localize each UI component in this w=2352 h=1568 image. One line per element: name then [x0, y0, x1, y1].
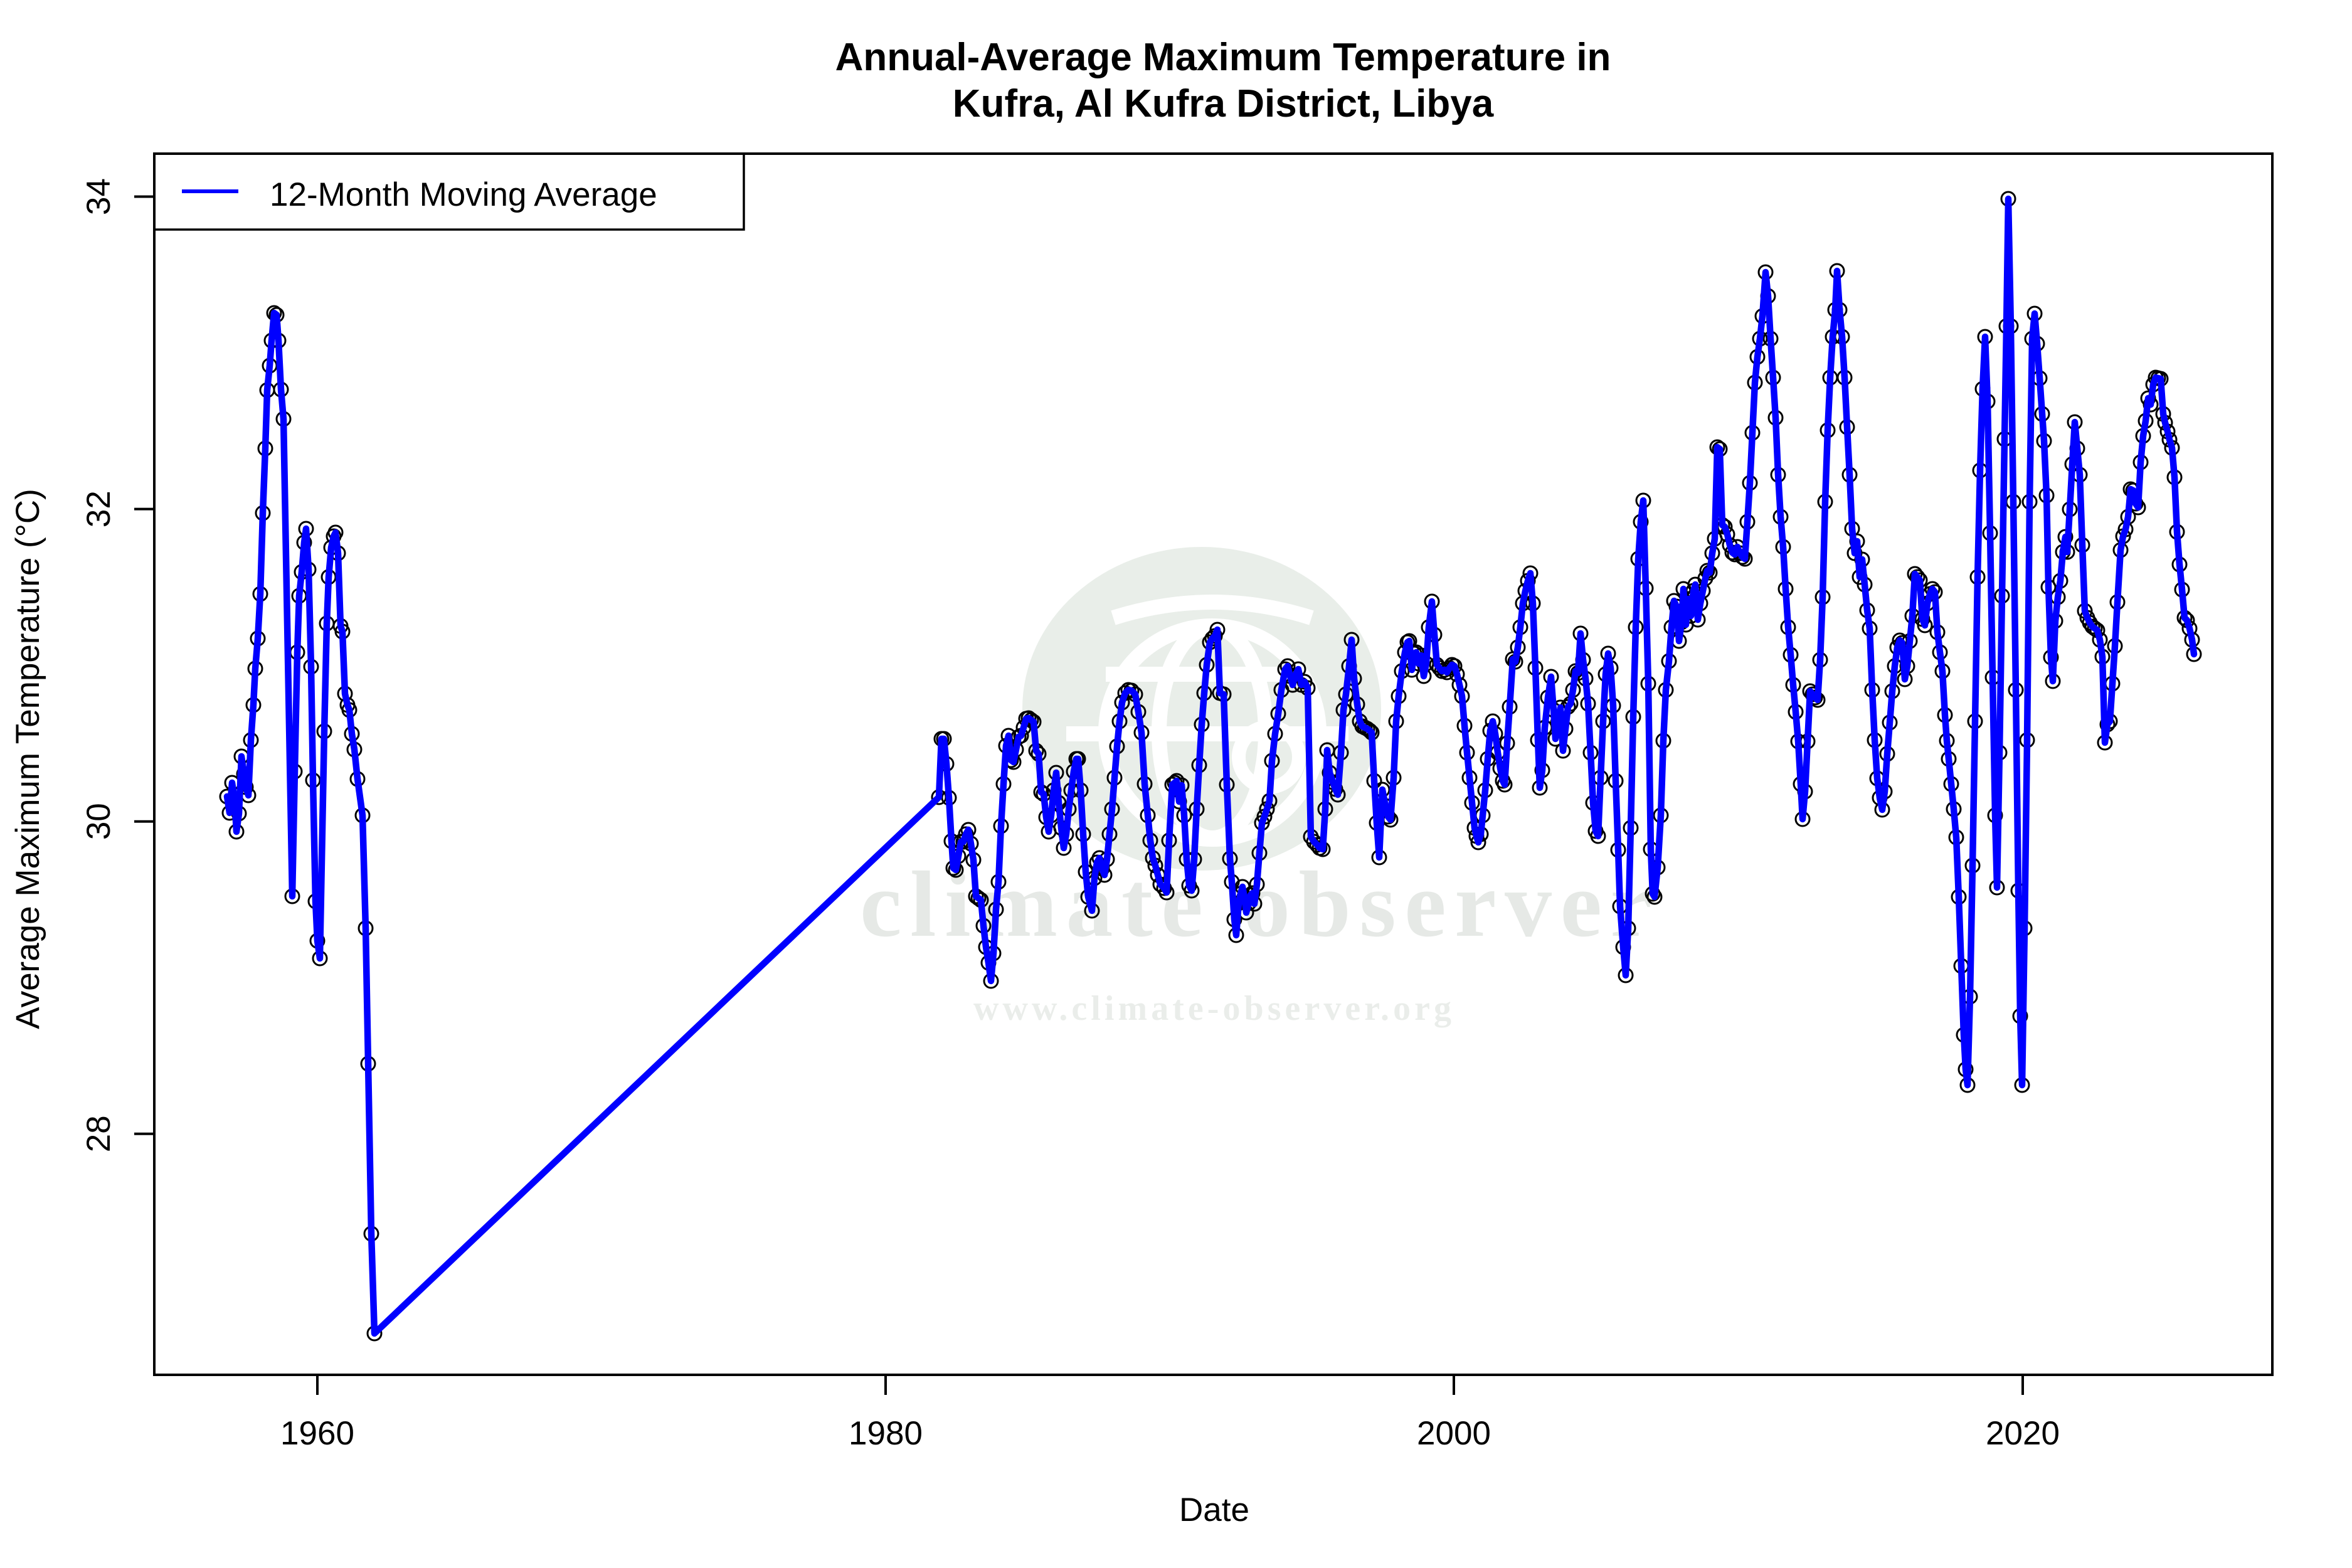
- svg-text:30: 30: [80, 803, 117, 840]
- svg-text:Average Maximum Temperature (°: Average Maximum Temperature (°C): [9, 489, 46, 1029]
- svg-text:2000: 2000: [1417, 1415, 1491, 1452]
- svg-text:1960: 1960: [280, 1415, 354, 1452]
- svg-text:34: 34: [80, 178, 117, 215]
- svg-text:Annual-Average Maximum Tempera: Annual-Average Maximum Temperature in: [835, 36, 1611, 79]
- svg-text:28: 28: [80, 1115, 117, 1152]
- svg-text:12-Month Moving Average: 12-Month Moving Average: [270, 176, 657, 213]
- svg-text:32: 32: [80, 490, 117, 527]
- svg-text:Date: Date: [1179, 1491, 1249, 1528]
- svg-text:1980: 1980: [849, 1415, 923, 1452]
- svg-text:2020: 2020: [1986, 1415, 2060, 1452]
- svg-text:www.climate-observer.org: www.climate-observer.org: [973, 989, 1451, 1028]
- svg-text:Kufra, Al Kufra District, Liby: Kufra, Al Kufra District, Libya: [953, 82, 1494, 125]
